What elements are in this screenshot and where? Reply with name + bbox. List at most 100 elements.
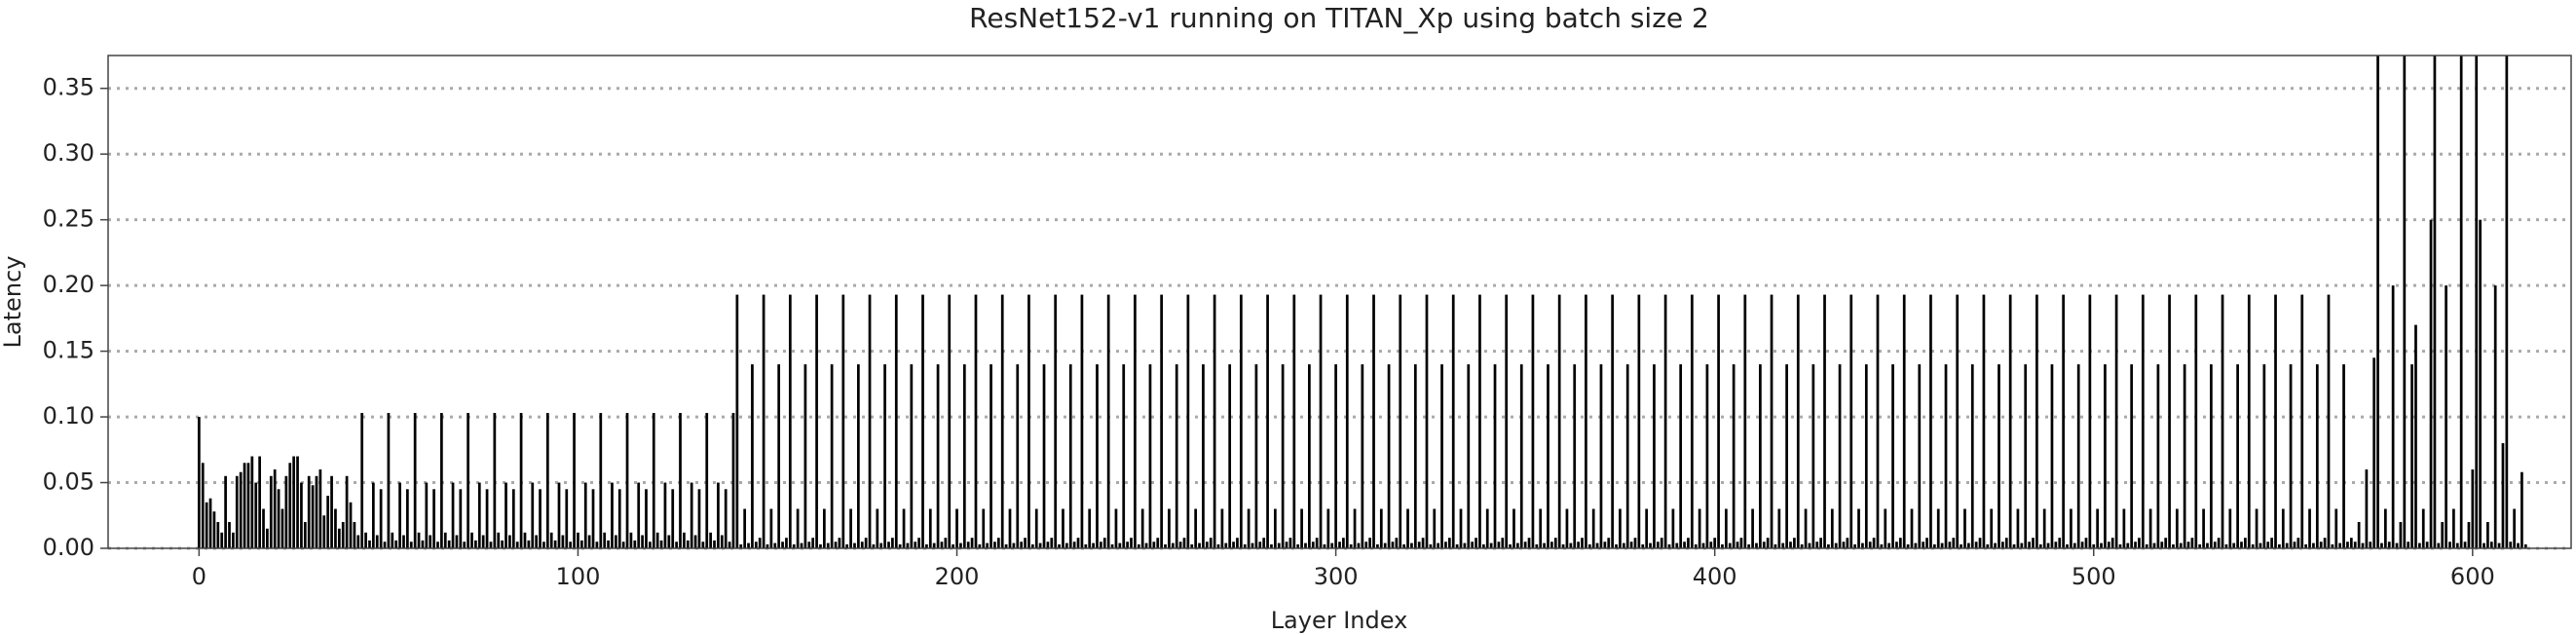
bar bbox=[2016, 508, 2020, 548]
bar bbox=[1296, 543, 1300, 548]
bar bbox=[2042, 508, 2046, 548]
x-tick-label: 100 bbox=[556, 563, 601, 590]
x-tick-label: 500 bbox=[2072, 563, 2116, 590]
bar bbox=[2372, 357, 2376, 548]
bar bbox=[1357, 542, 1361, 548]
bar bbox=[2266, 542, 2270, 548]
bar bbox=[617, 489, 621, 548]
x-tick-label: 0 bbox=[192, 563, 206, 590]
bar bbox=[1164, 543, 1167, 548]
bar bbox=[243, 463, 246, 548]
bar bbox=[2130, 364, 2134, 548]
bar bbox=[1349, 543, 1353, 548]
bar bbox=[1034, 508, 1038, 548]
bar bbox=[1020, 542, 1024, 548]
bar bbox=[1565, 508, 1569, 548]
bar bbox=[2357, 522, 2361, 548]
bar bbox=[1762, 542, 1766, 548]
bar bbox=[1653, 364, 1656, 548]
x-axis-label: Layer Index bbox=[1271, 607, 1408, 634]
bar bbox=[1717, 294, 1720, 548]
bar bbox=[1353, 508, 1357, 548]
y-tick-label: 0.15 bbox=[43, 337, 94, 364]
bar bbox=[2497, 542, 2501, 548]
bar bbox=[785, 538, 788, 548]
bar bbox=[451, 482, 455, 548]
bar bbox=[2179, 542, 2183, 548]
bar bbox=[777, 364, 781, 548]
bar bbox=[1861, 542, 1864, 548]
bar bbox=[2483, 542, 2485, 548]
bar bbox=[1732, 364, 1736, 548]
bar bbox=[447, 540, 451, 548]
bar bbox=[720, 535, 724, 548]
bar bbox=[561, 535, 565, 548]
bar bbox=[1315, 538, 1319, 548]
bar bbox=[841, 294, 845, 548]
bar bbox=[1194, 508, 1198, 548]
bar bbox=[545, 413, 549, 548]
bar bbox=[2380, 542, 2383, 548]
bar bbox=[1891, 364, 1894, 548]
bar bbox=[1599, 364, 1603, 548]
bar bbox=[2240, 542, 2243, 548]
bar bbox=[2186, 542, 2190, 548]
bar bbox=[2312, 542, 2315, 548]
bar bbox=[273, 469, 277, 548]
bar bbox=[1008, 508, 1012, 548]
bar bbox=[1254, 364, 1258, 548]
bar bbox=[1857, 508, 1860, 548]
bar bbox=[2509, 542, 2513, 548]
bar bbox=[1656, 542, 1660, 548]
bar bbox=[1160, 294, 1163, 548]
bar bbox=[2096, 508, 2100, 548]
bar bbox=[667, 535, 671, 548]
bar bbox=[641, 535, 644, 548]
bar bbox=[1376, 543, 1379, 548]
bar bbox=[497, 532, 501, 548]
bar bbox=[769, 508, 773, 548]
bar bbox=[1929, 294, 1932, 548]
bar bbox=[1273, 508, 1277, 548]
bar bbox=[429, 535, 432, 548]
bar bbox=[1102, 538, 1106, 548]
bar bbox=[284, 475, 288, 548]
bar bbox=[1224, 542, 1228, 548]
bar bbox=[2160, 542, 2164, 548]
bar bbox=[235, 475, 239, 548]
bar bbox=[1433, 508, 1437, 548]
bar bbox=[1152, 542, 1156, 548]
bar bbox=[1171, 542, 1175, 548]
bar bbox=[1690, 294, 1694, 548]
bar bbox=[815, 294, 818, 548]
bar bbox=[205, 502, 208, 548]
bar bbox=[872, 543, 876, 548]
bar bbox=[2092, 543, 2096, 548]
bar bbox=[440, 413, 443, 548]
bar bbox=[607, 540, 610, 548]
bar bbox=[1994, 542, 1997, 548]
bar bbox=[697, 489, 701, 548]
bar bbox=[754, 542, 758, 548]
bar bbox=[2489, 542, 2493, 548]
bar bbox=[1068, 364, 1072, 548]
bar bbox=[1914, 542, 1918, 548]
bar bbox=[2080, 542, 2084, 548]
bar bbox=[375, 535, 379, 548]
bar bbox=[2315, 364, 2319, 548]
bar bbox=[1209, 538, 1213, 548]
bar bbox=[371, 482, 375, 548]
bar bbox=[2145, 543, 2148, 548]
bar bbox=[1687, 538, 1690, 548]
bar bbox=[1122, 364, 1126, 548]
bar bbox=[577, 532, 579, 548]
bar bbox=[2236, 364, 2239, 548]
bar bbox=[2172, 543, 2175, 548]
bar bbox=[565, 489, 569, 548]
bar bbox=[519, 413, 523, 548]
bar bbox=[1766, 538, 1770, 548]
bar bbox=[655, 532, 659, 548]
bar bbox=[887, 542, 890, 548]
x-tick-label: 600 bbox=[2450, 563, 2495, 590]
bar bbox=[535, 535, 539, 548]
